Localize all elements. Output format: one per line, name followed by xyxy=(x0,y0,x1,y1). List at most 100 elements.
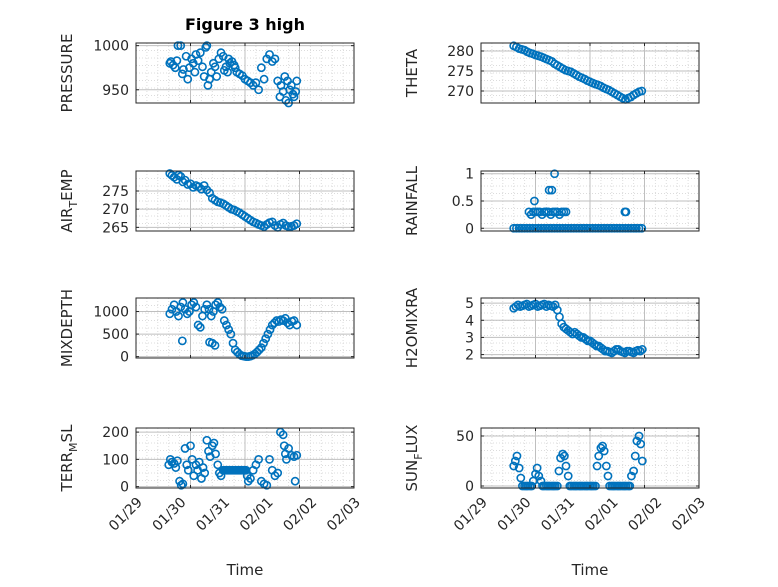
subplot-rainfall: 0 0.5 1 RAINFALL xyxy=(403,165,700,237)
data-point xyxy=(585,223,595,233)
x-tick-label: 01/30 xyxy=(150,495,190,535)
data-point xyxy=(563,223,573,233)
ticks xyxy=(135,298,355,358)
data-point xyxy=(171,307,181,316)
data-point xyxy=(544,223,554,233)
data-point xyxy=(262,480,272,490)
data-point xyxy=(514,463,524,473)
x-tick-label: 01/31 xyxy=(193,495,233,535)
data-point xyxy=(601,461,611,471)
data-point xyxy=(539,223,549,233)
data-point xyxy=(601,223,611,233)
data-point xyxy=(252,347,262,357)
data-point xyxy=(222,320,231,330)
data-point xyxy=(213,298,223,307)
data-point xyxy=(267,320,277,330)
data-point xyxy=(525,223,535,233)
y-axis-label: RAINFALL xyxy=(403,165,421,236)
y-tick-label: 950 xyxy=(102,83,129,99)
data-point xyxy=(215,302,225,312)
subplot-sun_flux: 0 50 01/29 01/30 01/31 02/01 02/02 02/03 Time SUN… xyxy=(403,425,709,579)
subplot-theta: 270 275 280 THETA xyxy=(403,41,700,104)
data-point xyxy=(279,441,289,451)
data-point xyxy=(200,304,210,314)
data-point xyxy=(509,461,519,471)
data-point xyxy=(289,92,299,102)
data-point xyxy=(211,300,220,310)
data-point xyxy=(195,322,205,332)
data-point xyxy=(627,471,636,481)
y-tick-label: 1 xyxy=(465,167,474,183)
y-axis-label: AIRTEMP xyxy=(58,169,80,232)
y-tick-label: 3 xyxy=(465,330,474,346)
data-point xyxy=(200,468,210,478)
data-point xyxy=(544,185,554,195)
x-axis-label: Time xyxy=(571,561,609,579)
data-point xyxy=(190,67,200,77)
series-points xyxy=(165,169,302,232)
y-tick-label: 1000 xyxy=(93,39,129,55)
data-point xyxy=(550,223,559,233)
data-point xyxy=(582,223,592,233)
data-point xyxy=(550,300,560,310)
data-point xyxy=(552,481,562,491)
data-point xyxy=(230,345,240,355)
data-point xyxy=(211,449,220,459)
data-point xyxy=(174,311,183,321)
data-point xyxy=(291,87,301,96)
data-point xyxy=(210,340,220,350)
data-point xyxy=(193,320,203,330)
data-point xyxy=(618,223,628,233)
series-points xyxy=(164,427,302,490)
subplot-terr_msl: 0 100 200 01/29 01/30 01/31 02/01 02/02 02/03 Tim… xyxy=(58,424,364,579)
y-axis-label: H2OMIXRA xyxy=(403,287,421,368)
data-point xyxy=(212,72,222,81)
data-point xyxy=(226,329,236,339)
series-points xyxy=(509,299,647,358)
data-point xyxy=(577,223,587,233)
y-tick-label: 280 xyxy=(447,44,474,60)
data-point xyxy=(183,74,193,84)
data-point xyxy=(256,63,266,73)
data-point xyxy=(254,85,264,95)
data-point xyxy=(637,86,647,96)
figure-title: Figure 3 high xyxy=(185,15,305,34)
data-point xyxy=(213,460,223,470)
data-point xyxy=(636,439,646,449)
y-axis-label-main: H2OMIXRA xyxy=(403,287,421,368)
y-tick-label: 500 xyxy=(102,327,129,343)
y-axis-label-main: AIR xyxy=(58,208,76,233)
data-point xyxy=(612,223,622,233)
x-tick-label: 02/02 xyxy=(280,495,320,535)
data-point xyxy=(593,223,603,233)
ticks xyxy=(480,171,700,231)
data-point xyxy=(607,223,617,233)
data-point xyxy=(558,449,568,459)
y-tick-label: 0 xyxy=(465,479,474,495)
data-point xyxy=(217,304,227,314)
data-point xyxy=(202,435,212,445)
data-point xyxy=(292,450,302,460)
data-point xyxy=(591,223,600,233)
data-point xyxy=(191,302,201,312)
data-point xyxy=(254,345,264,355)
data-point xyxy=(270,54,280,64)
data-point xyxy=(278,316,288,325)
data-point xyxy=(637,223,647,233)
data-point xyxy=(623,223,633,233)
data-point xyxy=(176,480,186,490)
data-point xyxy=(599,446,609,456)
data-point xyxy=(280,72,290,81)
data-point xyxy=(615,223,625,233)
data-point xyxy=(637,345,647,354)
data-point xyxy=(202,300,212,310)
y-axis-label-subscript: T xyxy=(67,201,80,209)
data-point xyxy=(552,223,562,233)
x-tick-label: 02/01 xyxy=(582,495,622,535)
data-point xyxy=(225,58,235,68)
data-point xyxy=(566,223,576,233)
data-point xyxy=(189,298,199,307)
data-point xyxy=(251,78,261,88)
data-point xyxy=(273,468,283,478)
data-point xyxy=(254,454,264,464)
